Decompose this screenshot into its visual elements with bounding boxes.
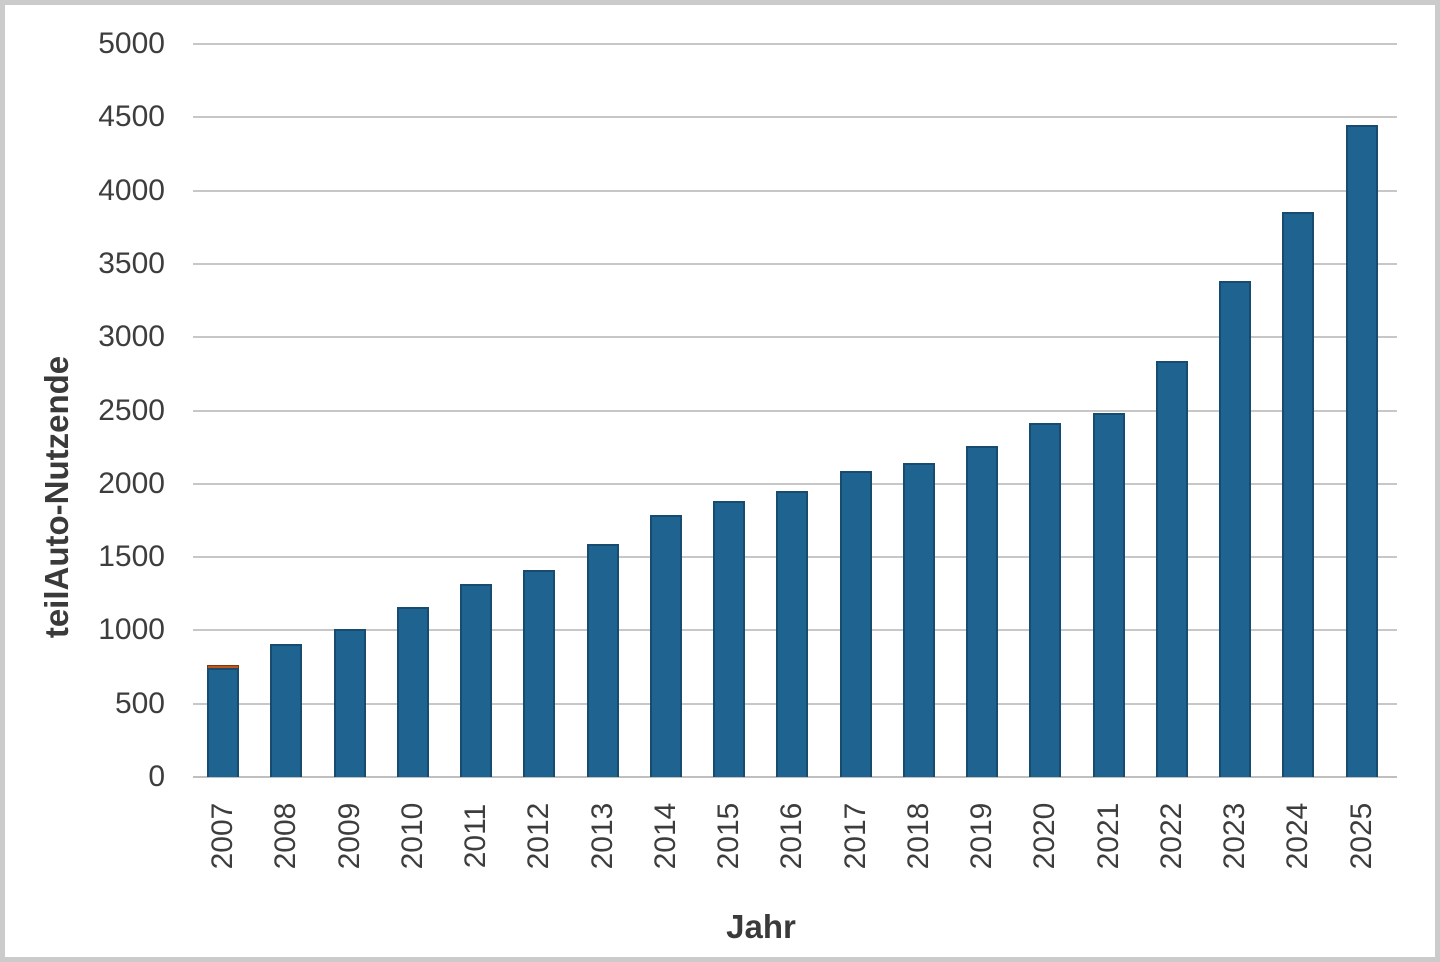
y-tick-label: 3500: [98, 246, 165, 280]
plot-area: [193, 43, 1397, 778]
bar-2010: [396, 606, 429, 777]
x-tick-label-2025: 2025: [1344, 802, 1378, 870]
y-tick-label: 1000: [98, 613, 165, 647]
x-tick-label-2024: 2024: [1281, 802, 1315, 870]
bar-2008: [270, 643, 303, 777]
bar-2018: [902, 463, 935, 777]
y-tick-label: 1500: [98, 540, 165, 574]
x-tick-label-2008: 2008: [269, 802, 303, 870]
bar-2015: [713, 501, 746, 777]
bar-2011: [460, 583, 493, 777]
x-tick-label-2011: 2011: [459, 803, 493, 869]
bar-2019: [966, 446, 999, 777]
y-tick-label: 4000: [98, 173, 165, 207]
y-tick-label: 2000: [98, 466, 165, 500]
x-tick-label-2017: 2017: [838, 802, 872, 870]
gridline: [193, 482, 1397, 485]
x-tick-label-2015: 2015: [712, 802, 746, 870]
y-tick-label: 5000: [98, 27, 165, 60]
x-axis-line: [193, 776, 1397, 778]
x-tick-label-2021: 2021: [1091, 802, 1125, 870]
x-tick-label-2013: 2013: [585, 802, 619, 870]
y-tick-label: 500: [114, 686, 165, 720]
gridline: [193, 43, 1397, 45]
x-tick-label-2020: 2020: [1028, 802, 1062, 870]
x-tick-label-2019: 2019: [965, 802, 999, 870]
gridline: [193, 262, 1397, 265]
x-tick-label-2022: 2022: [1154, 802, 1188, 870]
y-tick-label: 3000: [98, 320, 165, 354]
bar-2009: [333, 628, 366, 777]
bar-2014: [649, 514, 682, 777]
x-tick-label-2007: 2007: [206, 802, 239, 870]
bar-2016: [776, 491, 809, 777]
bar-2024: [1282, 211, 1315, 777]
gridline: [193, 409, 1397, 412]
x-tick-label-2009: 2009: [332, 802, 366, 870]
bar-2023: [1219, 280, 1252, 777]
x-axis-title: Jahr: [726, 908, 796, 945]
bar-2021: [1092, 412, 1125, 777]
x-tick-label-2023: 2023: [1218, 802, 1252, 870]
y-tick-label: 2500: [98, 393, 165, 427]
x-tick-label-2018: 2018: [901, 802, 935, 870]
x-tick-label-2016: 2016: [775, 802, 809, 870]
bar-2007: [207, 668, 239, 777]
bar-2025: [1345, 124, 1378, 777]
x-tick-label-2010: 2010: [395, 802, 429, 870]
gridline: [193, 336, 1397, 339]
bar-2022: [1155, 361, 1188, 777]
y-tick-label: 0: [148, 760, 165, 793]
bar-2020: [1029, 422, 1062, 777]
y-axis-title: teilAuto-Nutzende: [38, 355, 75, 639]
bar-2012: [523, 570, 556, 777]
gridline: [193, 116, 1397, 119]
bar-2017: [839, 470, 872, 777]
x-tick-label-2014: 2014: [648, 802, 682, 870]
bar-2013: [586, 543, 619, 777]
x-tick-label-2012: 2012: [522, 802, 556, 870]
gridline: [193, 189, 1397, 192]
y-tick-label: 4500: [98, 100, 165, 134]
bar-2007-orange-segment: [207, 665, 239, 669]
